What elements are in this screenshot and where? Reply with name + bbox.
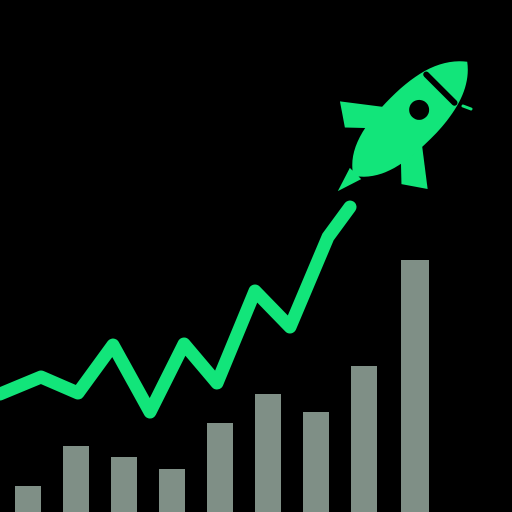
bar [255, 394, 281, 512]
bar [63, 446, 89, 512]
bar [207, 423, 233, 512]
bar [111, 457, 137, 512]
bar [159, 469, 185, 512]
rocket-icon [337, 61, 468, 192]
bar [303, 412, 329, 512]
bar [401, 260, 429, 512]
rocket-window [409, 99, 430, 120]
small-dash [461, 104, 473, 111]
bar [15, 486, 41, 512]
trend-line [0, 200, 357, 419]
bar-chart [15, 260, 429, 512]
bar [351, 366, 377, 512]
rocket-exhaust [337, 167, 362, 192]
rocket-nose-divider [423, 71, 458, 106]
